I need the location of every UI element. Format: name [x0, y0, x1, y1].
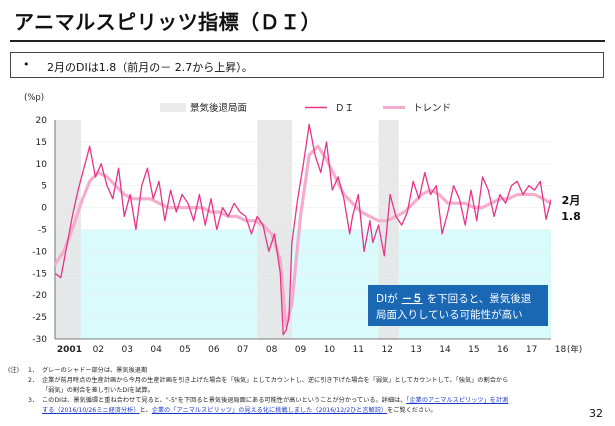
annotation-line-2: 局面入りしている可能性が高い [376, 308, 523, 321]
footnote-text: 企業が前月時点の生産計画から今月の生産計画を引き上げた場合を「強気」としてカウン… [42, 377, 509, 384]
x-tick-label: 05 [179, 345, 190, 355]
x-tick-label: 08 [266, 345, 278, 355]
x-tick-label: 2001 [57, 345, 82, 355]
x-tick-label: 16 [497, 345, 509, 355]
callout-month: 2月 [562, 194, 581, 207]
threshold-annotation: DIが －５ を下回ると、景気後退 局面入りしている可能性が高い [368, 285, 548, 326]
footnote-2: 2． 企業が前月時点の生産計画から今月の生産計画を引き上げた場合を「強気」として… [8, 376, 583, 386]
x-tick-label: 07 [237, 345, 248, 355]
callout-value: 1.8 [561, 210, 581, 223]
legend-label: トレンド [413, 103, 451, 114]
notes-label: (注) [8, 367, 20, 374]
report-link-2[interactable]: 企業の「アニマルスピリッツ」の見える化に挑戦しました（2016/12/2ひと言解… [151, 407, 388, 414]
footnote-text: 「弱気」の割合を差し引いたDIを試算。 [42, 387, 154, 394]
summary-bullet: • [23, 58, 30, 71]
footnote-text: をご覧ください。 [387, 407, 437, 414]
x-tick-label: 03 [121, 345, 132, 355]
y-tick-label: -30 [32, 335, 47, 345]
y-tick-label: -10 [32, 247, 47, 257]
y-tick-label: -15 [32, 269, 47, 279]
y-tick-label: 0 [41, 204, 47, 214]
title-divider [10, 40, 605, 42]
footnote-text: グレーのシャドー部分は、景気後退期 [42, 367, 148, 374]
footnote-text: と、 [139, 407, 152, 414]
x-tick-label: 06 [208, 345, 220, 355]
x-tick-label: 15 [468, 345, 479, 355]
footnote-2-cont: 「弱気」の割合を差し引いたDIを試算。 [8, 386, 583, 396]
x-tick-label: 12 [381, 345, 392, 355]
x-tick-label: 09 [295, 345, 307, 355]
x-tick-label: 02 [93, 345, 104, 355]
footnote-text: このDIは、景気循環と重ね合わせて見ると、"-5"を下回ると景気後退局面にある可… [42, 397, 407, 404]
annotation-box [368, 285, 548, 326]
footnote-1: (注) 1． グレーのシャドー部分は、景気後退期 [8, 366, 583, 376]
footnote-number: 1． [28, 367, 39, 374]
di-line [55, 123, 551, 336]
legend-label: ＤＩ [335, 103, 354, 114]
report-link-1[interactable]: 「企業のアニマルスピリッツ」を計測 [406, 397, 509, 404]
x-tick-label: 13 [410, 345, 421, 355]
x-unit-label: (年) [567, 344, 582, 355]
footnote-3-cont: する（2016/10/26ミニ経済分析）と、企業の「アニマルスピリッツ」の見える… [8, 406, 583, 416]
y-tick-label: 5 [41, 182, 47, 192]
legend-swatch-recession [160, 103, 186, 112]
x-tick-label: 11 [353, 345, 364, 355]
footnote-3: 3． このDIは、景気循環と重ね合わせて見ると、"-5"を下回ると景気後退局面に… [8, 396, 583, 406]
footnote-number: 3． [28, 397, 39, 404]
report-link-1-cont[interactable]: する（2016/10/26ミニ経済分析） [42, 407, 140, 414]
y-tick-label: 10 [36, 160, 48, 170]
x-tick-label: 18 [555, 345, 567, 355]
annotation-prefix: DIが [376, 292, 398, 305]
summary-box: • 2月のDIは1.8（前月の－ 2.7から上昇）。 [10, 52, 604, 78]
summary-text: 2月のDIは1.8（前月の－ 2.7から上昇）。 [47, 61, 253, 74]
x-tick-label: 04 [150, 345, 162, 355]
annotation-threshold: －５ [402, 293, 423, 305]
footnote-number: 2． [28, 377, 39, 384]
x-tick-label: 14 [439, 345, 451, 355]
page-number: 32 [589, 407, 603, 420]
legend-label: 景気後退局面 [190, 102, 247, 114]
y-tick-label: -5 [38, 226, 47, 236]
y-tick-label: -20 [32, 291, 47, 301]
y-tick-label: -25 [32, 313, 47, 323]
annotation-suffix: を下回ると、景気後退 [427, 292, 532, 305]
y-tick-label: 15 [36, 138, 47, 148]
di-line-chart: 20 15 10 5 0 -5 -10 -15 -20 -25 -30 2001 02 03 04 05 06 0… [24, 93, 582, 355]
x-tick-label: 17 [526, 345, 537, 355]
y-tick-label: 20 [36, 116, 48, 126]
page-title: アニマルスピリッツ指標（ＤＩ） [14, 10, 322, 34]
footnotes: (注) 1． グレーのシャドー部分は、景気後退期 2． 企業が前月時点の生産計画… [8, 366, 583, 416]
y-unit-label: (%p) [24, 93, 44, 103]
x-tick-label: 10 [324, 345, 336, 355]
annotation-line-1: DIが －５ を下回ると、景気後退 [376, 292, 532, 305]
